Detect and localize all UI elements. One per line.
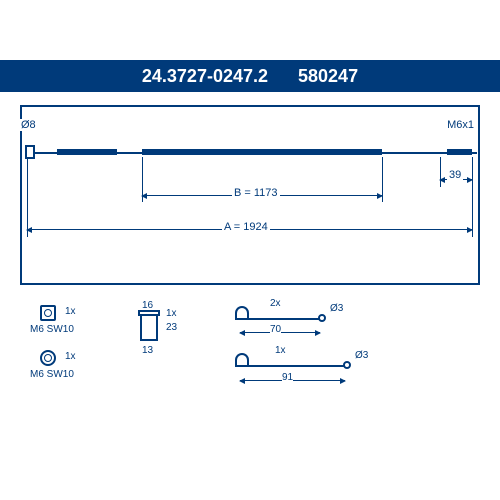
- nut1-qty: 1x: [65, 306, 76, 317]
- clip1-qty: 2x: [270, 298, 281, 309]
- cable-sleeve-1: [57, 149, 117, 155]
- header-bar: 24.3727-0247.2 580247: [0, 60, 500, 92]
- clip2-len: 91: [282, 372, 293, 383]
- alt-number: 580247: [298, 66, 358, 87]
- dim-39-label: 39: [447, 169, 463, 181]
- bracket-w-label: 16: [142, 300, 153, 311]
- bracket-h-label: 23: [166, 322, 177, 333]
- clip1-arm: [235, 318, 320, 320]
- nut1-spec: M6 SW10: [30, 324, 74, 335]
- bracket-icon: [140, 315, 158, 341]
- clip1-loop: [235, 306, 249, 318]
- clip1-dia: Ø3: [330, 303, 343, 314]
- left-diameter-label: Ø8: [19, 119, 38, 131]
- dim-b-label: B = 1173: [232, 187, 280, 199]
- right-thread-label: M6x1: [445, 119, 476, 131]
- cable-right-fitting: [447, 149, 472, 155]
- dim-a-tick-r: [472, 157, 473, 237]
- nut1-hole: [44, 309, 52, 317]
- cable-sleeve-2: [142, 149, 382, 155]
- nut2-hole: [44, 354, 52, 362]
- dim-a-label: A = 1924: [222, 221, 270, 233]
- part-number: 24.3727-0247.2: [142, 66, 268, 87]
- bracket-d-label: 13: [142, 345, 153, 356]
- clip2-dia: Ø3: [355, 350, 368, 361]
- clip1-len: 70: [270, 324, 281, 335]
- nut2-icon: [40, 350, 56, 366]
- clip2-ring: [343, 361, 351, 369]
- clip1-ring: [318, 314, 326, 322]
- clip2-qty: 1x: [275, 345, 286, 356]
- nut2-spec: M6 SW10: [30, 369, 74, 380]
- hardware-area: 1x M6 SW10 1x M6 SW10 16 1x 23 13 2x Ø3 …: [20, 300, 480, 440]
- bracket-qty: 1x: [166, 308, 177, 319]
- nut1-icon: [40, 305, 56, 321]
- nut2-qty: 1x: [65, 351, 76, 362]
- diagram-frame: Ø8 M6x1 B = 1173 39 A = 1924: [20, 105, 480, 285]
- clip2-loop: [235, 353, 249, 365]
- clip2-arm: [235, 365, 345, 367]
- dim-a-tick-l: [27, 157, 28, 237]
